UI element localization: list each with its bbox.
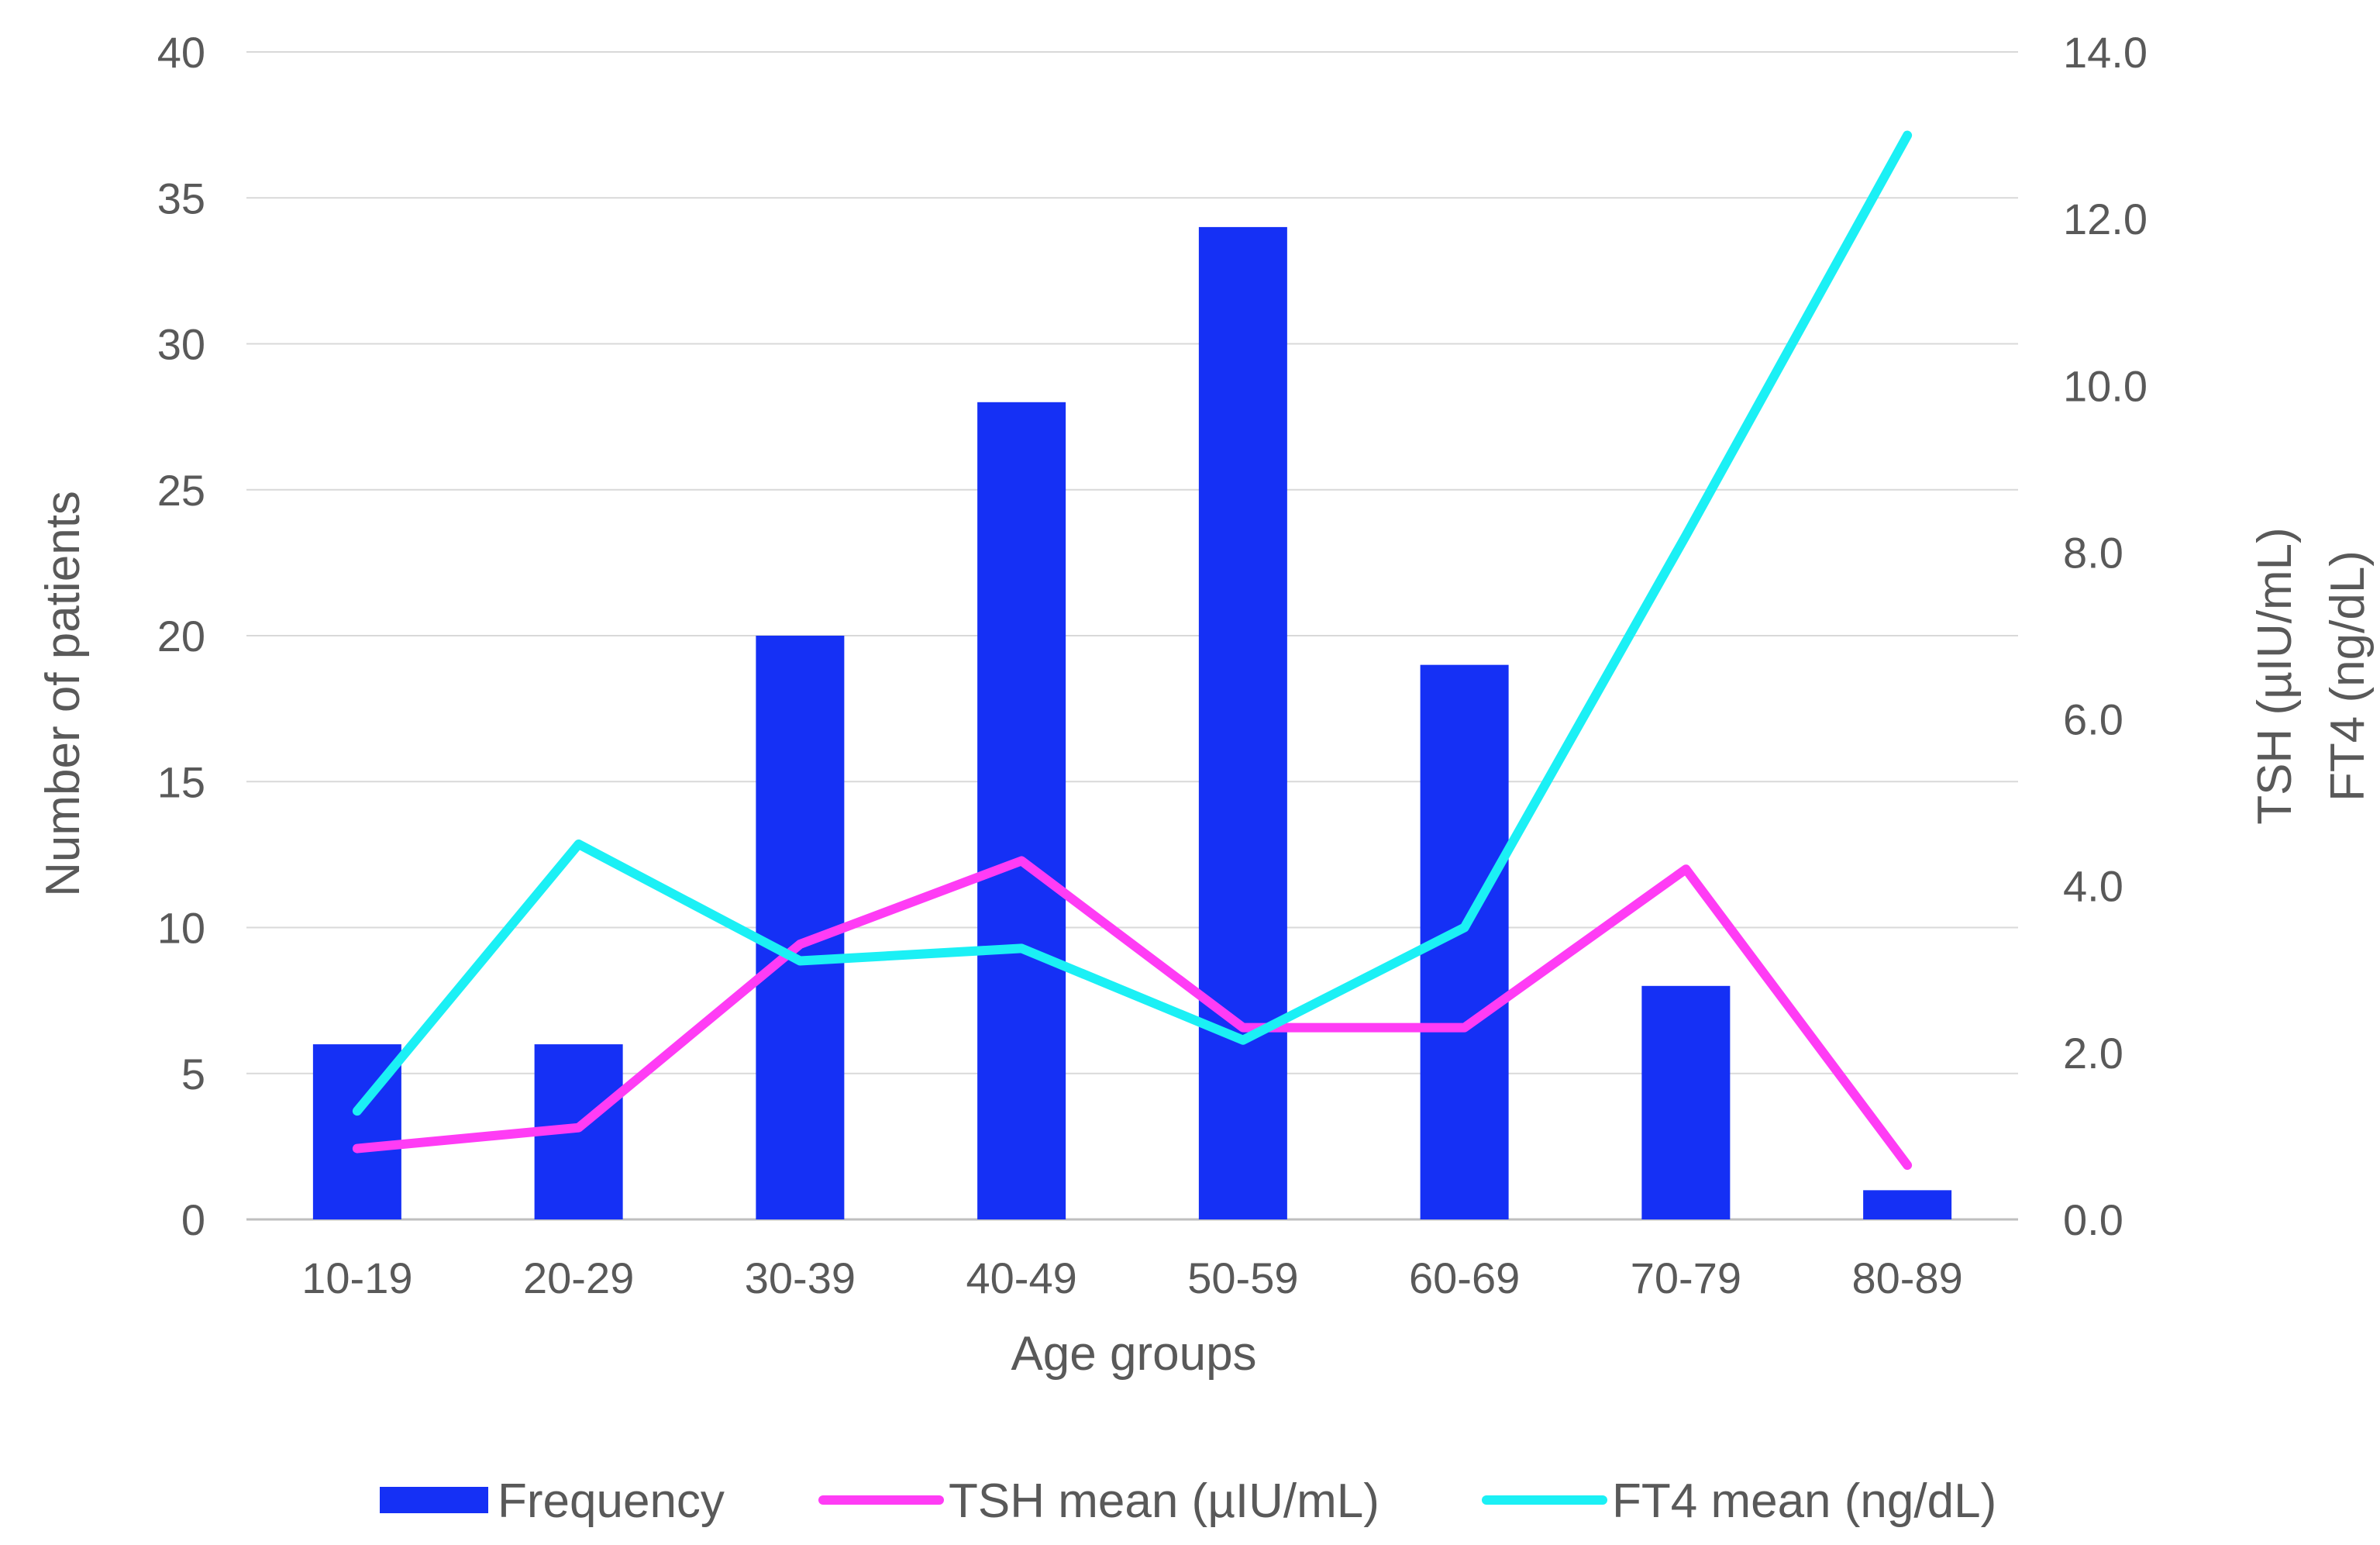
bar-frequency — [1863, 1190, 1952, 1219]
line-tsh-mean — [352, 856, 1913, 1171]
bar-frequency — [1198, 226, 1287, 1219]
x-tick-label: 10-19 — [301, 1254, 412, 1302]
bar-frequency — [977, 402, 1066, 1219]
y-tick-label: 15 — [157, 757, 205, 806]
x-tick-label: 60-69 — [1409, 1254, 1520, 1302]
y2-tick-label: 6.0 — [2063, 695, 2123, 744]
legend: Frequency TSH mean (µIU/mL) FT4 mean (ng… — [380, 1474, 1996, 1528]
legend-label-frequency: Frequency — [498, 1474, 725, 1528]
right-axis-ticks: 0.0 2.0 4.0 6.0 8.0 10.0 12.0 14.0 — [2063, 28, 2148, 1244]
legend-swatch-frequency — [380, 1487, 488, 1513]
y-tick-label: 40 — [157, 28, 205, 77]
bar-frequency — [1641, 985, 1731, 1219]
y2-axis-title-line2: FT4 (ng/dL) — [2321, 550, 2375, 802]
series-lines — [352, 130, 1913, 1171]
y-tick-label: 10 — [157, 904, 205, 953]
y-tick-label: 0 — [181, 1195, 205, 1244]
y2-tick-label: 10.0 — [2063, 361, 2148, 410]
x-tick-label: 70-79 — [1631, 1254, 1741, 1302]
y-tick-label: 20 — [157, 612, 205, 660]
x-tick-label: 30-39 — [745, 1254, 856, 1302]
y2-tick-label: 12.0 — [2063, 195, 2148, 243]
y-tick-label: 25 — [157, 466, 205, 515]
x-tick-label: 50-59 — [1187, 1254, 1298, 1302]
x-tick-label: 40-49 — [966, 1254, 1077, 1302]
y-tick-label: 30 — [157, 320, 205, 369]
y-tick-label: 35 — [157, 174, 205, 222]
legend-label-tsh: TSH mean (µIU/mL) — [949, 1474, 1379, 1528]
line-ft4-mean — [352, 130, 1913, 1116]
y-axis-title: Number of patients — [36, 491, 90, 897]
y2-tick-label: 14.0 — [2063, 28, 2148, 77]
y2-tick-label: 8.0 — [2063, 528, 2123, 577]
x-tick-label: 80-89 — [1852, 1254, 1963, 1302]
bar-frequency — [756, 636, 845, 1219]
y-tick-label: 5 — [181, 1050, 205, 1098]
legend-label-ft4: FT4 mean (ng/dL) — [1612, 1474, 1996, 1528]
y2-tick-label: 4.0 — [2063, 862, 2123, 911]
x-axis-title: Age groups — [1011, 1327, 1256, 1381]
y2-tick-label: 0.0 — [2063, 1195, 2123, 1244]
x-tick-label: 20-29 — [523, 1254, 634, 1302]
left-axis-ticks: 0 5 10 15 20 25 30 35 40 — [157, 28, 205, 1244]
y2-axis-title-line1: TSH (µIU/mL) — [2248, 527, 2302, 825]
y2-tick-label: 2.0 — [2063, 1029, 2123, 1078]
x-axis-ticks: 10-19 20-29 30-39 40-49 50-59 60-69 70-79 80-89 — [301, 1254, 1962, 1302]
